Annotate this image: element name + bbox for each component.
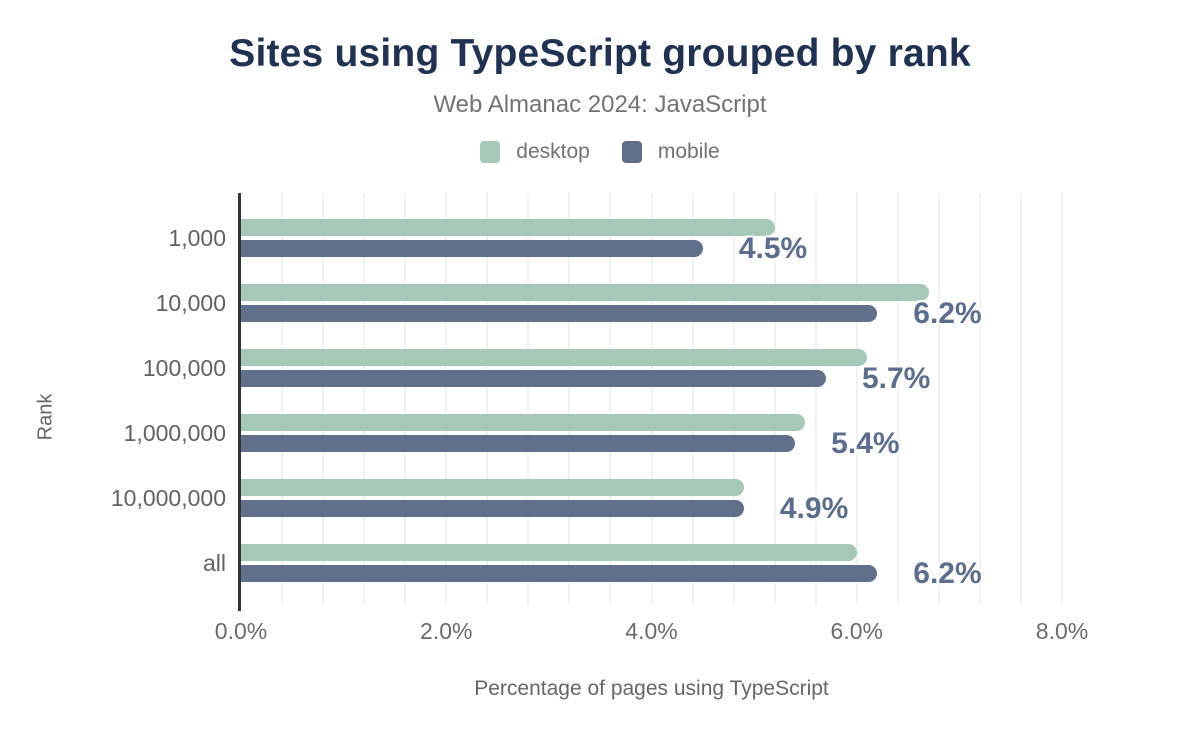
bar-desktop-4 [241, 414, 806, 431]
data-label-mobile: 6.2% [913, 556, 982, 590]
bar-mobile-2 [241, 305, 878, 322]
legend-label-mobile: mobile [657, 140, 720, 163]
data-label-mobile: 4.9% [779, 491, 849, 525]
x-tick-label: 6.0% [830, 618, 883, 644]
mobile-swatch-icon [621, 141, 642, 163]
gridline [732, 193, 735, 605]
bar-desktop-6 [241, 544, 857, 561]
y-axis-line [238, 193, 241, 611]
y-tick-label: 10,000,000 [110, 485, 226, 511]
gridline [609, 193, 612, 605]
desktop-swatch-icon [480, 141, 501, 163]
chart-legend: desktop mobile [0, 140, 1200, 164]
bar-mobile-6 [241, 565, 878, 582]
legend-item-desktop[interactable]: desktop [480, 140, 590, 164]
y-tick-label: 10,000 [155, 290, 226, 316]
y-tick-label: 1,000 [168, 225, 226, 251]
gridline [691, 193, 694, 605]
bar-desktop-3 [241, 349, 867, 366]
bar-mobile-1 [241, 240, 703, 257]
data-label-mobile: 4.5% [738, 231, 808, 265]
x-tick-label: 2.0% [420, 618, 473, 644]
gridline [1019, 193, 1022, 605]
gridline [445, 193, 448, 605]
gridline [527, 193, 530, 605]
x-tick-label: 0.0% [214, 618, 268, 644]
gridline [650, 193, 653, 605]
chart-subtitle: Web Almanac 2024: JavaScript [433, 91, 767, 118]
chart-title: Sites using TypeScript grouped by rank [229, 32, 971, 75]
data-label-mobile: 5.4% [831, 426, 900, 460]
gridline [486, 193, 489, 605]
gridline [773, 193, 776, 605]
bar-desktop-1 [241, 219, 775, 236]
gridline [896, 193, 899, 605]
legend-label-desktop: desktop [516, 140, 590, 163]
bar-mobile-4 [241, 435, 796, 452]
plot-area: 1,000 4.5% 10,000 6.2% 100,000 5.7% 1,000,000 5… [111, 193, 1088, 644]
gridline [363, 193, 366, 605]
data-label-mobile: 6.2% [913, 296, 982, 330]
bar-mobile-5 [241, 500, 744, 517]
data-label-mobile: 5.7% [861, 361, 931, 395]
gridline [322, 193, 325, 605]
gridline [937, 193, 940, 605]
gridline [1061, 193, 1063, 605]
gridline [855, 193, 858, 605]
gridline [978, 193, 981, 605]
gridline [568, 193, 571, 605]
y-tick-label: all [202, 550, 226, 576]
bar-desktop-2 [241, 284, 929, 301]
gridline [404, 193, 407, 605]
bar-desktop-5 [241, 479, 744, 496]
y-tick-label: 1,000,000 [123, 420, 226, 446]
x-tick-label: 8.0% [1035, 618, 1089, 644]
legend-item-mobile[interactable]: mobile [621, 140, 720, 164]
gridline [281, 193, 284, 605]
y-tick-label: 100,000 [142, 355, 226, 381]
x-axis-title: Percentage of pages using TypeScript [474, 677, 829, 700]
gridline [814, 193, 817, 605]
x-tick-label: 4.0% [625, 618, 678, 644]
bar-mobile-3 [241, 370, 826, 387]
